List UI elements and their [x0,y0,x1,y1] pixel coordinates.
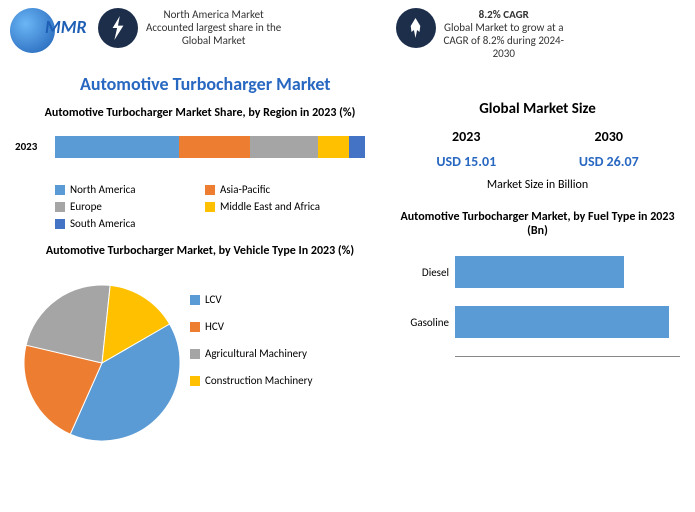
hbar-label: Diesel [395,266,455,279]
header-fact-1: North America Market Accounted largest s… [98,8,388,48]
stacked-bar [55,136,365,158]
year-1: 2023 [452,128,480,145]
right-column: Global Market Size 2023 2030 USD 15.01 U… [385,100,680,443]
legend-item: South America [55,217,185,230]
logo-text: MMR [45,16,87,38]
year-2: 2030 [595,128,623,145]
legend-item: Middle East and Africa [205,200,335,213]
hbar-axis [455,356,680,357]
value-1: USD 15.01 [436,153,496,170]
stacked-title: Automotive Turbocharger Market Share, by… [15,106,385,120]
legend-item: Agricultural Machinery [190,347,313,360]
content: Automotive Turbocharger Market Share, by… [0,100,695,443]
flame-icon [396,8,436,48]
hbar-title: Automotive Turbocharger Market, by Fuel … [395,210,680,238]
legend-item: Construction Machinery [190,374,313,387]
segment [250,136,318,158]
header-fact-2: 8.2% CAGR Global Market to grow at a CAG… [396,8,686,60]
hbar [455,256,624,288]
stacked-legend: North America Asia-Pacific Europe Middle Ea… [15,181,385,232]
hbar-row: Gasoline [395,306,680,338]
market-size-note: Market Size in Billion [395,178,680,192]
stacked-bar-chart: 2023 [15,128,385,173]
segment [318,136,349,158]
hbar [455,306,669,338]
value-2: USD 26.07 [579,153,639,170]
header-2-text: 8.2% CAGR Global Market to grow at a CAG… [444,8,565,60]
legend-item: North America [55,183,185,196]
segment [55,136,179,158]
pie-chart [15,268,190,443]
stacked-y-label: 2023 [15,140,37,153]
legend-item: HCV [190,320,313,333]
market-size-panel: Global Market Size 2023 2030 USD 15.01 U… [395,100,680,192]
pie-title: Automotive Turbocharger Market, by Vehic… [15,244,385,258]
segment [179,136,250,158]
legend-item: LCV [190,293,313,306]
segment [349,136,365,158]
main-title: Automotive Turbocharger Market [0,68,695,100]
logo: MMR [10,8,90,53]
market-size-title: Global Market Size [395,100,680,118]
hbar-label: Gasoline [395,316,455,329]
market-size-years: 2023 2030 [395,128,680,145]
bolt-icon [98,8,138,48]
pie-chart-section: LCV HCV Agricultural Machinery Construction… [15,268,385,443]
legend-item: Europe [55,200,185,213]
pie-legend: LCV HCV Agricultural Machinery Construction… [190,268,313,443]
hbar-row: Diesel [395,256,680,288]
left-column: Automotive Turbocharger Market Share, by… [15,100,385,443]
legend-item: Asia-Pacific [205,183,335,196]
hbar-chart: Diesel Gasoline [395,256,680,436]
header: MMR North America Market Accounted large… [0,0,695,68]
market-size-values: USD 15.01 USD 26.07 [395,153,680,170]
header-1-text: North America Market Accounted largest s… [146,8,281,47]
